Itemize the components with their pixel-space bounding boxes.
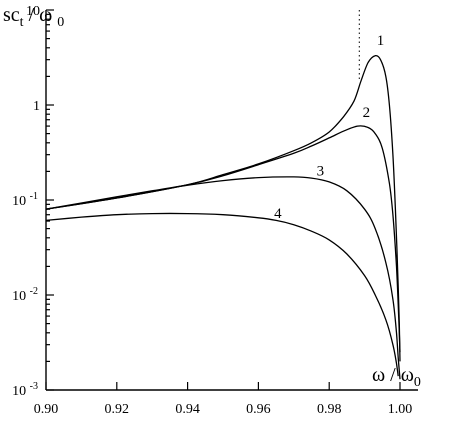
y-tick-label: 1 bbox=[33, 99, 40, 114]
curve-labels: 1 2 3 4 bbox=[274, 33, 384, 222]
y-axis-title: sct / ω 0 bbox=[3, 4, 64, 30]
y-tick-label: 10 -1 bbox=[12, 191, 38, 209]
curve-label-1: 1 bbox=[377, 33, 385, 49]
ticks: 0.90 0.92 0.94 0.96 0.98 1.00 10 1 10 -1 10 -2 10 … bbox=[12, 4, 412, 417]
x-tick-label: 0.94 bbox=[175, 402, 200, 417]
series-3-line bbox=[45, 176, 401, 380]
x-axis-title: ω / ω0 bbox=[372, 364, 421, 390]
x-tick-label: 1.00 bbox=[388, 402, 413, 417]
x-tick-label: 0.90 bbox=[34, 402, 59, 417]
x-tick-label: 0.92 bbox=[105, 402, 130, 417]
x-tick-label: 0.96 bbox=[246, 402, 271, 417]
x-tick-label: 0.98 bbox=[317, 402, 342, 417]
series-2-line bbox=[45, 125, 401, 353]
curves bbox=[45, 54, 401, 380]
series-1-line bbox=[45, 54, 401, 362]
y-tick-label: 10 bbox=[26, 4, 40, 19]
curve-label-4: 4 bbox=[274, 206, 282, 222]
curve-label-3: 3 bbox=[317, 164, 325, 180]
curve-label-2: 2 bbox=[363, 105, 371, 121]
y-tick-label: 10 -2 bbox=[12, 286, 38, 304]
series-4-line bbox=[45, 212, 399, 377]
y-tick-label: 10 -3 bbox=[12, 381, 38, 399]
